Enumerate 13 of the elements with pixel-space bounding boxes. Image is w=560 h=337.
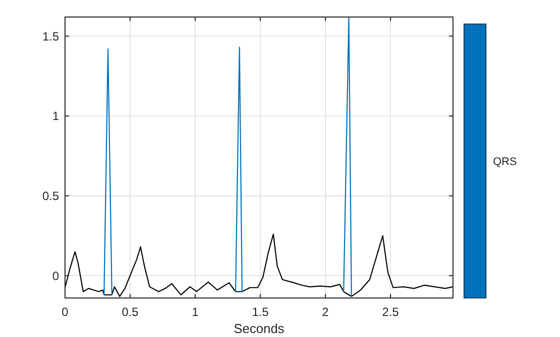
x-axis-title: Seconds xyxy=(234,321,285,336)
x-tick-label: 2 xyxy=(322,305,330,319)
y-tick-label: 0 xyxy=(52,268,60,283)
x-tick-label: 2.5 xyxy=(382,305,400,319)
text: QRS xyxy=(493,156,517,168)
y-tick-label: 1.5 xyxy=(42,29,60,44)
x-tick-label: 0 xyxy=(62,305,69,319)
y-tick-label: 1 xyxy=(52,109,60,124)
x-tick-label: 1.5 xyxy=(252,305,269,319)
line-series xyxy=(65,234,453,297)
x-tick-label: 1 xyxy=(192,305,199,319)
y-tick-label: 0.5 xyxy=(42,189,60,204)
x-tick-label: 0.5 xyxy=(122,305,139,319)
